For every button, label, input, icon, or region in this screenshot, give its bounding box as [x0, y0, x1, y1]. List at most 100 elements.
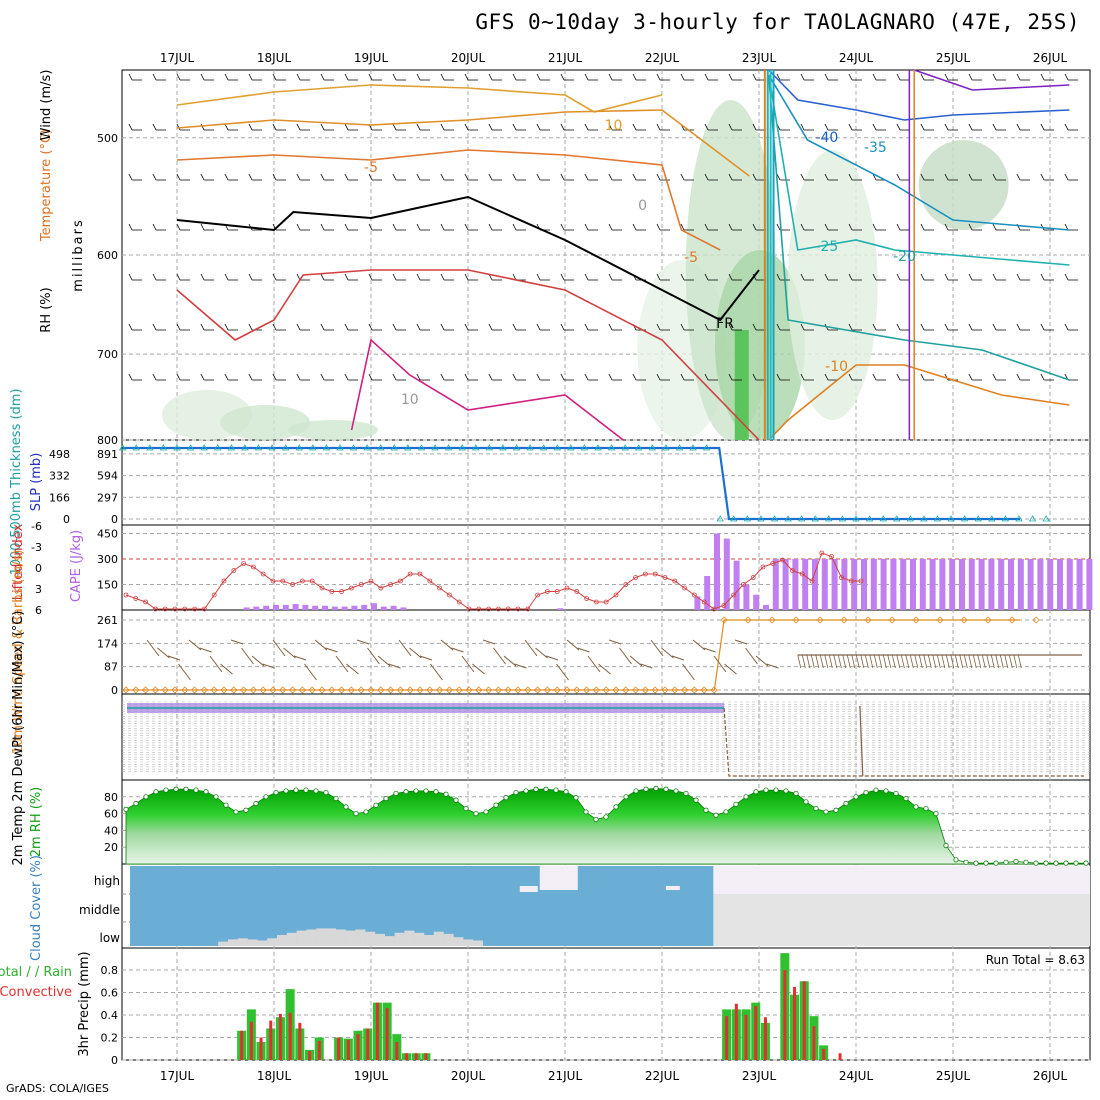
panel-content — [118, 69, 1093, 1060]
wind-barb — [1064, 223, 1078, 231]
cloud-low-bar — [424, 935, 434, 946]
grads-credit: GrADS: COLA/IGES — [6, 1082, 109, 1095]
rh-marker — [573, 795, 579, 801]
rh-marker — [493, 802, 499, 808]
thickness-marker — [281, 444, 290, 451]
contour-label: -25 — [815, 239, 838, 255]
precip-rain-bar — [763, 1017, 767, 1060]
wind-barb — [296, 73, 310, 81]
cape-bar — [1027, 559, 1034, 610]
wind-barb — [914, 654, 919, 669]
contour-label: -40 — [815, 130, 838, 146]
wind-barb — [1017, 654, 1022, 669]
rh-marker — [553, 787, 559, 793]
wind-barb — [848, 323, 862, 331]
wind-barb — [944, 123, 958, 131]
rh-marker — [973, 860, 979, 866]
wind-barb — [920, 173, 934, 181]
wind-barb — [409, 647, 422, 659]
wind-barb — [608, 373, 622, 381]
wind-speed-marker — [984, 616, 992, 624]
cape-bar — [1057, 559, 1063, 610]
rh-marker — [403, 789, 409, 795]
wind-barb — [968, 273, 982, 281]
wind-barb — [692, 639, 706, 651]
thickness-marker — [893, 515, 901, 522]
wind-barb — [209, 655, 223, 673]
cape-bar — [763, 604, 769, 610]
wind-barb — [200, 373, 214, 381]
wind-speed-marker — [494, 686, 502, 694]
lifted-index-marker — [770, 561, 776, 566]
precip-rain-bar — [822, 1048, 826, 1060]
wind-barb — [944, 73, 958, 81]
wind-barb — [848, 123, 862, 131]
date-label-top: 18JUL — [257, 51, 292, 65]
cloud-low-bar — [316, 928, 327, 946]
wind-barb — [440, 373, 454, 381]
precip-rain-bar — [278, 1013, 282, 1060]
wind-barb — [824, 654, 829, 669]
wind-barb — [896, 123, 910, 131]
cape-axis-label: CAPE (J/kg) — [69, 530, 84, 602]
temperature-contour — [176, 195, 760, 322]
wind-barb — [536, 323, 550, 331]
wind-barb — [728, 173, 742, 181]
wind-barb — [512, 373, 526, 381]
wind-barb — [584, 173, 598, 181]
wind-speed-marker — [1032, 616, 1040, 624]
precip-convective-legend: Convective — [0, 985, 72, 1000]
wind-barb — [656, 73, 670, 81]
wind-barb — [512, 173, 526, 181]
thickness-marker — [1015, 515, 1023, 522]
lifted-index-marker — [848, 578, 854, 584]
wind-barb — [941, 654, 946, 669]
rh-marker — [993, 860, 999, 866]
wind-barb — [619, 647, 632, 665]
precip-axis-label: 3hr Precip (mm) — [77, 951, 92, 1056]
wind-barb — [367, 647, 380, 665]
wind-barb — [728, 273, 742, 281]
wind-barb — [560, 273, 574, 281]
wind-tick: 174 — [97, 637, 118, 650]
wind-barb — [248, 173, 262, 181]
lifted-index-marker — [133, 596, 139, 601]
wind-barb — [755, 655, 769, 667]
wind-barb — [972, 654, 977, 669]
rh-marker — [1083, 860, 1089, 866]
wind-barb — [846, 654, 851, 669]
thickness-tick: 166 — [49, 491, 70, 504]
wind-barb — [1016, 323, 1030, 331]
wind-barb — [176, 323, 190, 331]
wind-barb — [176, 373, 190, 381]
li-tick: 0 — [35, 562, 42, 575]
rh-marker — [1043, 860, 1049, 866]
li-tick: 3 — [35, 583, 42, 596]
rh-marker — [133, 800, 139, 807]
rh-marker — [483, 809, 489, 815]
cape-bar — [998, 559, 1005, 610]
wind-barb — [320, 123, 334, 131]
wind-barb — [344, 273, 358, 281]
lifted-index-marker — [505, 606, 511, 612]
wind-barb — [230, 639, 244, 645]
rh-marker — [723, 809, 729, 815]
wind-speed-marker — [563, 686, 571, 694]
wind-barb — [1016, 273, 1030, 281]
wind-barb — [272, 173, 286, 181]
wind-barb — [167, 655, 181, 661]
wind-barb — [872, 73, 886, 81]
slp-tick: 891 — [97, 448, 118, 461]
cloud-low-bar — [267, 938, 278, 946]
wind-barb — [968, 123, 982, 131]
thickness-marker — [1028, 515, 1037, 522]
wind-barb — [344, 223, 358, 231]
cloud-gap — [539, 866, 578, 890]
wind-barb — [152, 373, 166, 381]
wind-speed-marker — [210, 686, 218, 694]
thickness-marker — [444, 444, 453, 451]
lifted-index-marker — [152, 606, 158, 612]
wind-barb — [864, 654, 869, 669]
wind-barb — [536, 123, 550, 131]
wind-barb — [1064, 173, 1078, 181]
